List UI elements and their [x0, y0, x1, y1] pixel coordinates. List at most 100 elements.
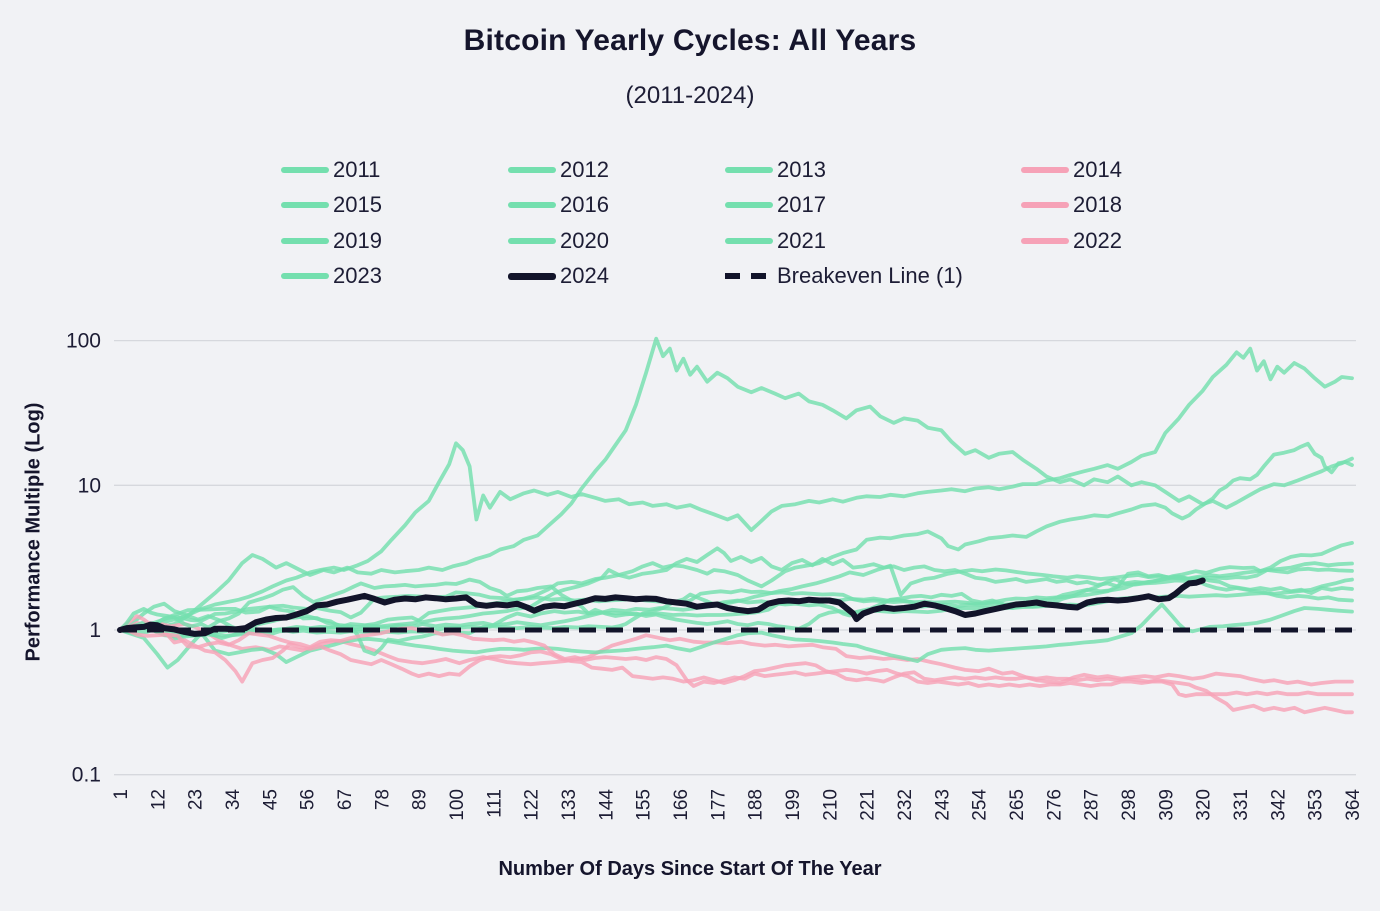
x-tick-label-56: 56 [298, 789, 319, 810]
legend-item-2019: 2019 [281, 223, 382, 259]
x-tick-label-166: 166 [671, 789, 692, 821]
x-tick-label-364: 364 [1343, 789, 1364, 821]
legend-item-2022: 2022 [1021, 223, 1122, 259]
y-tick-label-0.1: 0.1 [72, 764, 101, 787]
legend-label: 2016 [560, 192, 609, 218]
legend-column-4: 2014 2018 2022 [1021, 152, 1122, 259]
legend-item-2011: 2011 [281, 152, 382, 188]
legend-item-2015: 2015 [281, 188, 382, 224]
legend-line-swatch [725, 166, 773, 173]
legend-item-2012: 2012 [508, 152, 609, 188]
x-tick-label-111: 111 [484, 789, 505, 818]
x-tick-label-276: 276 [1044, 789, 1065, 821]
legend-label: 2023 [333, 263, 382, 289]
x-tick-label-221: 221 [858, 789, 879, 821]
legend-item-2017: 2017 [725, 188, 963, 224]
legend-label: 2022 [1073, 227, 1122, 253]
legend-item-2021: 2021 [725, 223, 963, 259]
series-line-2011 [118, 336, 1354, 636]
x-axis-title: Number Of Days Since Start Of The Year [498, 858, 882, 880]
legend-item-2023: 2023 [281, 259, 382, 295]
legend-column-3: 2013 2017 2021 Breakeven Line (1) [725, 152, 963, 294]
legend-label: 2015 [333, 192, 382, 218]
legend-line-swatch [508, 166, 556, 173]
legend-label: 2019 [333, 227, 382, 253]
x-tick-label-331: 331 [1231, 789, 1252, 821]
y-tick-label-1: 1 [89, 619, 101, 642]
legend-label: 2011 [333, 156, 381, 182]
x-tick-label-177: 177 [708, 789, 729, 821]
legend-label: 2012 [560, 156, 609, 182]
legend-label: 2020 [560, 227, 609, 253]
x-tick-label-122: 122 [522, 789, 543, 821]
x-tick-label-67: 67 [335, 789, 356, 810]
y-tick-label-100: 100 [66, 330, 101, 353]
x-tick-label-243: 243 [932, 789, 953, 821]
x-tick-label-199: 199 [783, 789, 804, 821]
legend-item-2016: 2016 [508, 188, 609, 224]
legend-label: Breakeven Line (1) [777, 263, 963, 289]
legend-line-swatch [508, 272, 556, 280]
x-tick-label-155: 155 [634, 789, 655, 821]
legend-line-swatch [1021, 237, 1069, 244]
x-tick-label-78: 78 [372, 789, 393, 810]
legend-line-swatch [1021, 166, 1069, 173]
legend-label: 2013 [777, 156, 826, 182]
legend-item-2018: 2018 [1021, 188, 1122, 224]
x-tick-label-254: 254 [970, 789, 991, 821]
series-line-2013 [118, 346, 1354, 632]
legend-item-2014: 2014 [1021, 152, 1122, 188]
legend-line-swatch [508, 202, 556, 209]
legend-line-swatch [508, 237, 556, 244]
legend-column-1: 2011 2015 2019 2023 [281, 152, 382, 294]
series-line-2015 [118, 602, 1354, 670]
x-tick-label-23: 23 [186, 789, 207, 810]
legend-label: 2024 [560, 263, 609, 289]
series-line-2022 [118, 626, 1354, 698]
series-line-2023 [118, 566, 1354, 632]
x-tick-label-45: 45 [260, 789, 281, 810]
x-tick-label-133: 133 [559, 789, 580, 821]
legend-line-swatch [281, 273, 329, 280]
x-tick-label-309: 309 [1156, 789, 1177, 821]
x-tick-label-34: 34 [223, 789, 244, 811]
x-tick-label-1: 1 [111, 789, 132, 800]
legend-item-2013: 2013 [725, 152, 963, 188]
legend-item-breakeven-line-1-: Breakeven Line (1) [725, 259, 963, 295]
legend-line-swatch [725, 273, 773, 280]
x-tick-label-320: 320 [1194, 789, 1215, 821]
x-tick-label-188: 188 [746, 789, 767, 821]
legend-line-swatch [281, 237, 329, 244]
legend-label: 2017 [777, 192, 826, 218]
series-line-2024 [117, 577, 1206, 637]
legend-column-2: 2012 2016 2020 2024 [508, 152, 609, 294]
x-tick-label-287: 287 [1082, 789, 1103, 821]
x-tick-label-342: 342 [1268, 789, 1289, 821]
legend-line-swatch [281, 202, 329, 209]
chart-title: Bitcoin Yearly Cycles: All Years [463, 24, 917, 57]
legend-label: 2021 [777, 227, 826, 253]
x-tick-label-353: 353 [1306, 789, 1327, 821]
x-tick-label-144: 144 [596, 789, 617, 821]
series-line-2021 [118, 574, 1354, 632]
x-tick-label-100: 100 [447, 789, 468, 821]
legend-line-swatch [725, 202, 773, 209]
x-tick-label-89: 89 [410, 789, 431, 810]
x-tick-label-232: 232 [895, 789, 916, 821]
chart-legend: 2011 2015 2019 2023 2012 2016 2020 2024 2013 2017… [0, 152, 1380, 297]
legend-line-swatch [1021, 202, 1069, 209]
x-tick-label-298: 298 [1119, 789, 1140, 821]
x-tick-label-12: 12 [148, 789, 169, 810]
x-tick-label-210: 210 [820, 789, 841, 821]
legend-item-2020: 2020 [508, 223, 609, 259]
x-tick-label-265: 265 [1007, 789, 1028, 821]
legend-label: 2014 [1073, 156, 1122, 182]
chart-subtitle: (2011-2024) [625, 82, 755, 109]
y-axis-title: Performance Multiple (Log) [22, 402, 45, 662]
y-tick-label-10: 10 [78, 474, 101, 497]
legend-item-2024: 2024 [508, 259, 609, 295]
legend-line-swatch [725, 237, 773, 244]
legend-line-swatch [281, 166, 329, 173]
legend-label: 2018 [1073, 192, 1122, 218]
